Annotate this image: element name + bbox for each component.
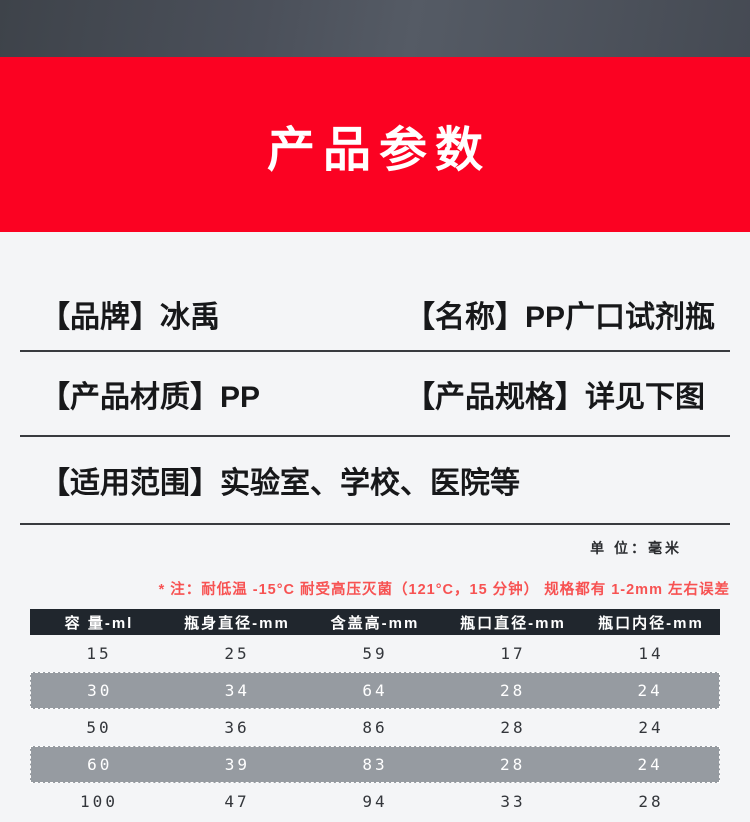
spec-name: 【名称】PP广口试剂瓶 [405,301,716,334]
spec-row-3: 【适用范围】实验室、学校、医院等 [0,437,750,523]
page-title: 产品参数 [266,123,491,177]
table-cell: 34 [224,681,251,700]
table-cell: 64 [362,681,388,700]
table-cell: 36 [224,718,250,737]
table-cell: 28 [500,718,526,737]
spec-row-2: 【产品材质】PP 【产品规格】详见下图 [0,352,750,435]
divider [20,523,730,525]
table-header-mouth-diameter: 瓶口直径-mm [460,614,566,632]
table-header-mouth-inner: 瓶口内径-mm [598,614,704,632]
table-header-body-diameter: 瓶身直径-mm [184,614,290,632]
top-dark-band [0,0,750,57]
table-cell: 14 [638,644,664,663]
table-row: 100 47 94 33 28 [30,783,720,820]
table-cell: 28 [499,755,526,774]
table-cell: 24 [637,681,663,700]
table-header-row: 容 量-ml 瓶身直径-mm 含盖高-mm 瓶口直径-mm 瓶口内径-mm [30,609,720,635]
table-row: 50 36 86 28 24 [30,709,720,746]
spec-note: * 注：耐低温 -15°C 耐受高压灭菌（121°C，15 分钟） 规格都有 1… [158,582,730,598]
table-header-capacity: 容 量-ml [64,614,134,632]
table-cell: 83 [362,755,388,774]
table-cell: 59 [362,644,388,663]
spec-material: 【产品材质】PP [40,380,261,414]
table-cell: 100 [80,792,118,811]
table-cell: 28 [638,792,664,811]
table-cell: 39 [224,755,251,774]
title-banner: 产品参数 [0,57,750,232]
spec-table: 容 量-ml 瓶身直径-mm 含盖高-mm 瓶口直径-mm 瓶口内径-mm 15… [30,609,720,820]
table-row: 60 39 83 28 24 [30,746,720,783]
table-cell: 33 [500,792,526,811]
table-cell: 30 [87,681,113,700]
table-cell: 15 [86,644,112,663]
spec-brand: 【品牌】冰禹 [40,301,220,334]
spec-row-1: 【品牌】冰禹 【名称】PP广口试剂瓶 [0,278,750,350]
table-row: 30 34 64 28 24 [30,672,720,709]
table-cell: 60 [87,755,113,774]
spec-section: 【品牌】冰禹 【名称】PP广口试剂瓶 【产品材质】PP 【产品规格】详见下图 【… [0,232,750,820]
table-cell: 24 [637,755,663,774]
table-cell: 47 [224,792,250,811]
table-header-height-with-cap: 含盖高-mm [330,614,420,632]
table-cell: 28 [499,681,526,700]
spec-size: 【产品规格】详见下图 [405,380,705,414]
table-row: 15 25 59 17 14 [30,635,720,672]
table-cell: 25 [224,644,250,663]
table-cell: 50 [86,718,112,737]
table-cell: 17 [500,644,526,663]
table-cell: 94 [362,792,388,811]
unit-label: 单 位：毫米 [590,540,682,556]
table-cell: 86 [362,718,388,737]
table-cell: 24 [638,718,664,737]
divider [20,350,730,352]
spec-scope: 【适用范围】实验室、学校、医院等 [40,467,520,500]
divider [20,435,730,437]
